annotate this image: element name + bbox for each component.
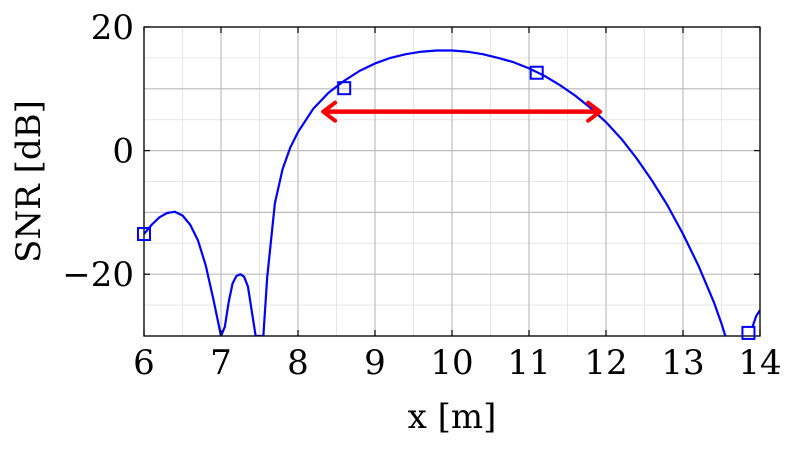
- y-tick-label: 0: [112, 132, 134, 172]
- series-group: [144, 49, 760, 336]
- x-tick-label: 10: [430, 343, 473, 383]
- square-marker: [529, 65, 544, 80]
- x-tick-label: 14: [738, 343, 781, 383]
- x-tick-label: 8: [287, 343, 309, 383]
- series-line-1: [751, 309, 760, 328]
- y-axis-label: SNR [dB]: [9, 100, 49, 263]
- x-tick-label: 6: [133, 343, 155, 383]
- x-axis-label: x [m]: [408, 397, 497, 437]
- square-marker: [741, 325, 756, 340]
- x-tick-label: 9: [364, 343, 386, 383]
- square-marker: [337, 81, 352, 96]
- x-tick-label: 11: [507, 343, 550, 383]
- x-tick-label: 12: [584, 343, 627, 383]
- grid: [143, 26, 761, 337]
- x-tick-label: 7: [210, 343, 232, 383]
- double-arrow-head-left: [321, 100, 338, 123]
- annotations: [321, 100, 603, 123]
- ticks: 6 7 8 9 10 11 12 13 14 −20 0 20: [62, 8, 781, 383]
- series-line-0: [144, 49, 727, 336]
- y-tick-label: −20: [62, 255, 134, 295]
- y-tick-label: 20: [91, 8, 134, 48]
- x-tick-label: 13: [661, 343, 704, 383]
- double-arrow-head-right: [586, 100, 603, 123]
- square-marker: [137, 227, 151, 242]
